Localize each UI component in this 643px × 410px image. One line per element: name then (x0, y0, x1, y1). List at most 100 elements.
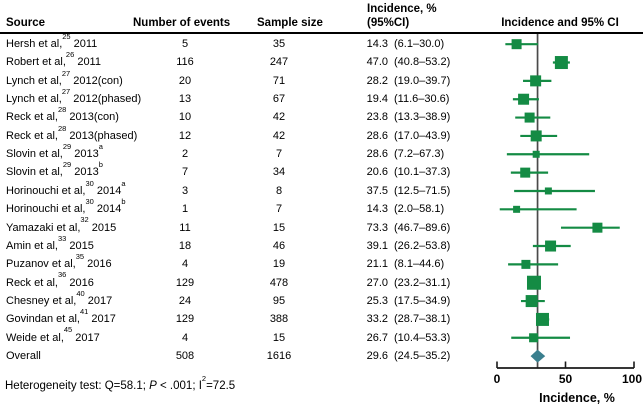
column-header-events: Number of events (133, 17, 231, 29)
point-estimate-marker (544, 187, 552, 195)
incidence-cell: 19.4 (366, 93, 388, 106)
table-row: Horinouchi et al,30 2014b 1 7 14.3 (2.0–… (0, 196, 643, 218)
source-cell: Overall (6, 349, 41, 362)
source-cell: Lynch et al,27 2012(con) (6, 68, 123, 87)
sample-cell: 42 (272, 111, 286, 124)
events-cell: 129 (175, 276, 195, 289)
sample-cell: 247 (269, 56, 289, 69)
reference-superscript: 36 (57, 270, 67, 280)
point-estimate-marker (535, 312, 549, 326)
reference-superscript: 27 (61, 68, 71, 78)
source-cell: Robert et al,26 2011 (6, 50, 101, 69)
point-estimate-marker (525, 295, 538, 308)
reference-superscript: 29 (62, 160, 72, 170)
point-estimate-marker (554, 56, 568, 70)
ci-cell: (19.0–39.7) (394, 74, 451, 87)
source-cell: Weide et al,45 2017 (6, 325, 100, 344)
i-squared-superscript: 2 (201, 373, 207, 383)
ci-cell: (10.1–37.3) (394, 166, 451, 179)
source-cell: Hersh et al,25 2011 (6, 31, 98, 50)
table-row: Slovin et al,29 2013b 7 34 20.6 (10.1–37… (0, 160, 643, 181)
reference-superscript: 30 (85, 178, 94, 188)
point-estimate-marker (592, 222, 603, 233)
source-cell: Govindan et al,41 2017 (6, 307, 116, 326)
x-axis-tick-label: 100 (622, 372, 642, 386)
source-cell: Horinouchi et al,30 2014b (6, 196, 126, 216)
point-estimate-marker (518, 93, 530, 105)
reference-superscript: 30 (85, 196, 94, 206)
incidence-cell: 33.2 (366, 313, 388, 326)
overall-diamond (530, 349, 546, 363)
ci-cell: (12.5–71.5) (394, 184, 451, 197)
events-cell: 4 (181, 331, 189, 344)
events-cell: 13 (178, 93, 192, 106)
heterogeneity-tail: =72.5 (206, 380, 236, 392)
table-row: Horinouchi et al,30 2014a 3 8 37.5 (12.5… (0, 178, 643, 200)
events-cell: 129 (175, 313, 195, 326)
reference-superscript: 33 (57, 233, 67, 243)
column-header-plot: Incidence and 95% CI (501, 17, 619, 29)
source-cell: Reck et al,28 2013(con) (6, 105, 119, 124)
incidence-cell: 29.6 (366, 349, 388, 362)
incidence-cell: 26.7 (366, 331, 388, 344)
table-row: Reck et al,36 2016 129 478 27.0 (23.2–31… (0, 270, 643, 292)
sample-cell: 71 (272, 74, 286, 87)
ci-cell: (46.7–89.6) (394, 221, 451, 234)
incidence-cell: 28.6 (366, 129, 388, 142)
sample-cell: 35 (272, 38, 286, 50)
point-estimate-marker (526, 275, 541, 290)
events-cell: 5 (181, 38, 189, 50)
incidence-cell: 14.3 (366, 38, 388, 50)
source-cell: Horinouchi et al,30 2014a (6, 178, 126, 197)
column-header-sample: Sample size (257, 17, 323, 29)
events-cell: 20 (178, 74, 192, 87)
ci-cell: (28.7–38.1) (394, 313, 451, 326)
p-value-symbol: P (149, 380, 157, 392)
column-header-incidence-line2: (95%CI) (367, 17, 410, 29)
reference-superscript: 35 (75, 252, 85, 262)
source-cell: Slovin et al,29 2013a (6, 141, 103, 161)
sample-cell: 42 (272, 129, 286, 142)
point-estimate-marker (532, 150, 540, 158)
sample-cell: 478 (269, 276, 289, 289)
table-row: Reck et al,28 2013(con) 10 42 23.8 (13.3… (0, 105, 643, 126)
point-estimate-marker (529, 333, 539, 343)
point-estimate-marker (545, 240, 557, 252)
ci-cell: (8.1–44.6) (394, 258, 445, 271)
table-row: Hersh et al,25 2011 5 35 14.3 (6.1–30.0) (0, 31, 643, 53)
sample-cell: 7 (275, 148, 283, 161)
incidence-cell: 39.1 (366, 239, 388, 252)
events-cell: 18 (178, 239, 192, 252)
table-row: Robert et al,26 2011 116 247 47.0 (40.8–… (0, 50, 643, 71)
reference-superscript: 27 (61, 86, 71, 96)
sample-cell: 46 (272, 239, 286, 252)
events-cell: 12 (178, 129, 192, 142)
events-cell: 10 (178, 111, 192, 124)
reference-superscript: 25 (62, 31, 71, 41)
ci-cell: (13.3–38.9) (394, 111, 451, 124)
sample-cell: 19 (272, 258, 286, 271)
heterogeneity-prefix: Heterogeneity test: Q=58.1; (5, 380, 150, 392)
table-row: Puzanov et al,35 2016 4 19 21.1 (8.1–44.… (0, 252, 643, 273)
source-cell: Amin et al,33 2015 (6, 233, 94, 252)
ci-cell: (7.2–67.3) (394, 148, 445, 161)
reference-superscript: 32 (80, 215, 89, 225)
table-row: Lynch et al,27 2012(con) 20 71 28.2 (19.… (0, 68, 643, 90)
source-cell: Yamazaki et al,32 2015 (6, 215, 117, 234)
ci-cell: (10.4–53.3) (394, 331, 451, 344)
incidence-cell: 28.6 (366, 148, 388, 161)
heterogeneity-mid: < .001; I (156, 380, 202, 392)
ci-cell: (2.0–58.1) (394, 203, 445, 216)
source-cell: Puzanov et al,35 2016 (6, 252, 112, 271)
incidence-cell: 14.3 (366, 203, 388, 216)
incidence-cell: 73.3 (366, 221, 388, 234)
table-row: Slovin et al,29 2013a 2 7 28.6 (7.2–67.3… (0, 141, 643, 163)
sample-cell: 388 (269, 313, 289, 326)
incidence-cell: 28.2 (366, 74, 388, 87)
sample-cell: 1616 (266, 349, 292, 362)
ci-cell: (24.5–35.2) (394, 349, 451, 362)
events-cell: 1 (181, 203, 189, 216)
sample-cell: 95 (272, 294, 286, 307)
source-cell: Reck et al,36 2016 (6, 270, 94, 289)
point-estimate-marker (530, 130, 542, 142)
